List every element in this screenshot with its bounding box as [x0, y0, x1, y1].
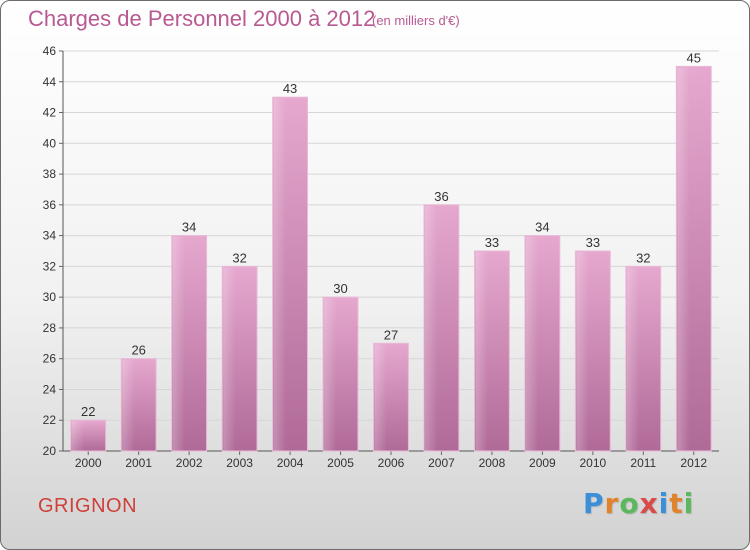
data-label: 43: [283, 81, 297, 96]
data-label: 33: [485, 235, 499, 250]
y-tick-label: 34: [43, 229, 57, 243]
x-tick-label: 2009: [529, 456, 556, 470]
y-tick-label: 32: [43, 259, 57, 273]
x-tick-label: 2010: [579, 456, 606, 470]
x-tick-label: 2012: [680, 456, 707, 470]
chart-subtitle: (en milliers d'€): [372, 13, 460, 28]
y-tick-label: 46: [43, 44, 57, 58]
logo-letter: i: [658, 487, 670, 520]
bar-highlight: [525, 236, 539, 451]
city-name: GRIGNON: [38, 495, 138, 517]
x-tick-label: 2003: [226, 456, 253, 470]
bar-highlight: [677, 67, 690, 451]
logo-letter: r: [604, 487, 620, 520]
bar-highlight: [475, 252, 488, 451]
logo-letter: P: [583, 487, 605, 520]
logo-letter: x: [639, 487, 659, 520]
x-tick-label: 2000: [75, 456, 102, 470]
logo-letter: i: [683, 487, 695, 520]
data-label: 22: [81, 404, 95, 419]
x-tick-label: 2002: [176, 456, 203, 470]
y-tick-label: 26: [43, 352, 57, 366]
y-tick-label: 22: [43, 413, 57, 427]
bar-highlight: [122, 359, 135, 451]
data-label: 34: [535, 220, 549, 235]
x-tick-label: 2011: [630, 456, 656, 470]
data-label: 36: [434, 189, 448, 204]
bar-highlight: [425, 205, 438, 451]
y-tick-label: 30: [43, 290, 57, 304]
data-label: 32: [232, 250, 246, 265]
y-tick-label: 40: [43, 136, 57, 150]
data-label: 30: [333, 281, 347, 296]
bar-highlight: [223, 267, 236, 451]
y-tick-label: 36: [43, 198, 57, 212]
x-tick-label: 2001: [125, 456, 152, 470]
bar-highlight: [172, 236, 185, 451]
bar-highlight: [273, 98, 286, 452]
y-tick-label: 42: [43, 106, 57, 120]
x-tick-label: 2004: [277, 456, 304, 470]
y-tick-label: 28: [43, 321, 57, 335]
x-tick-label: 2006: [378, 456, 405, 470]
bar-highlight: [374, 344, 387, 451]
labels: 22 2000 26 2001 34 2002 32 2003 43 2004 30 2005 27 20…: [75, 50, 708, 470]
bar-highlight: [71, 421, 85, 451]
bars: [70, 65, 712, 452]
x-tick-label: 2005: [327, 456, 354, 470]
bar-highlight: [576, 252, 589, 451]
y-tick-label: 24: [43, 382, 57, 396]
bar-highlight: [626, 267, 640, 451]
data-label: 32: [636, 250, 650, 265]
data-label: 34: [182, 220, 196, 235]
x-tick-label: 2008: [479, 456, 506, 470]
logo-letter: o: [619, 487, 640, 520]
data-label: 27: [384, 327, 398, 342]
data-label: 26: [131, 343, 145, 358]
y-tick-label: 38: [43, 167, 57, 181]
bar-highlight: [324, 298, 337, 451]
chart-title: Charges de Personnel 2000 à 2012: [28, 6, 376, 31]
proxiti-logo[interactable]: Proxiti: [583, 487, 694, 520]
y-tick-label: 44: [43, 75, 57, 89]
data-label: 45: [687, 50, 701, 65]
y-tick-label: 20: [43, 444, 57, 458]
logo-letter: t: [669, 487, 684, 520]
data-label: 33: [586, 235, 600, 250]
x-tick-label: 2007: [428, 456, 455, 470]
